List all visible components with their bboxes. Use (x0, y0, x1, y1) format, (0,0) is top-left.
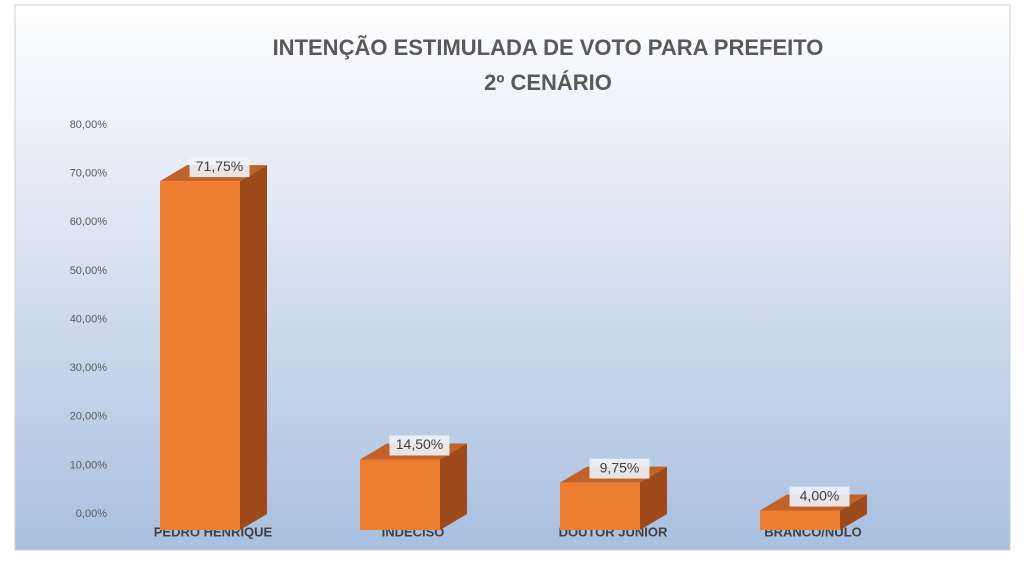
y-tick-label: 40,00% (70, 313, 108, 325)
bar (160, 165, 267, 530)
y-tick-label: 0,00% (76, 508, 107, 520)
bar-side (640, 466, 667, 530)
data-label-box (189, 157, 250, 178)
bar-front (760, 510, 840, 530)
data-label-box (589, 458, 650, 479)
data-label: 4,00% (800, 487, 840, 503)
y-tick-label: 20,00% (70, 411, 108, 423)
bar-front (560, 482, 640, 530)
y-tick-label: 10,00% (70, 459, 108, 471)
bar-side (440, 443, 467, 530)
bar-front (160, 181, 240, 530)
chart-title: 2º CENÁRIO (484, 70, 612, 95)
data-label-box (389, 435, 450, 456)
bar (360, 443, 467, 530)
bar-side (240, 165, 267, 530)
chart-title: INTENÇÃO ESTIMULADA DE VOTO PARA PREFEIT… (273, 35, 824, 60)
y-tick-label: 50,00% (70, 265, 108, 277)
data-label: 9,75% (600, 459, 640, 475)
bar-front (360, 459, 440, 530)
y-tick-label: 80,00% (70, 119, 108, 131)
data-label-box (789, 486, 850, 507)
y-tick-label: 70,00% (70, 168, 108, 180)
data-label: 14,50% (396, 436, 443, 452)
data-label: 71,75% (196, 158, 243, 174)
bar-side (840, 494, 867, 530)
y-tick-label: 60,00% (70, 216, 108, 228)
y-tick-label: 30,00% (70, 362, 108, 374)
